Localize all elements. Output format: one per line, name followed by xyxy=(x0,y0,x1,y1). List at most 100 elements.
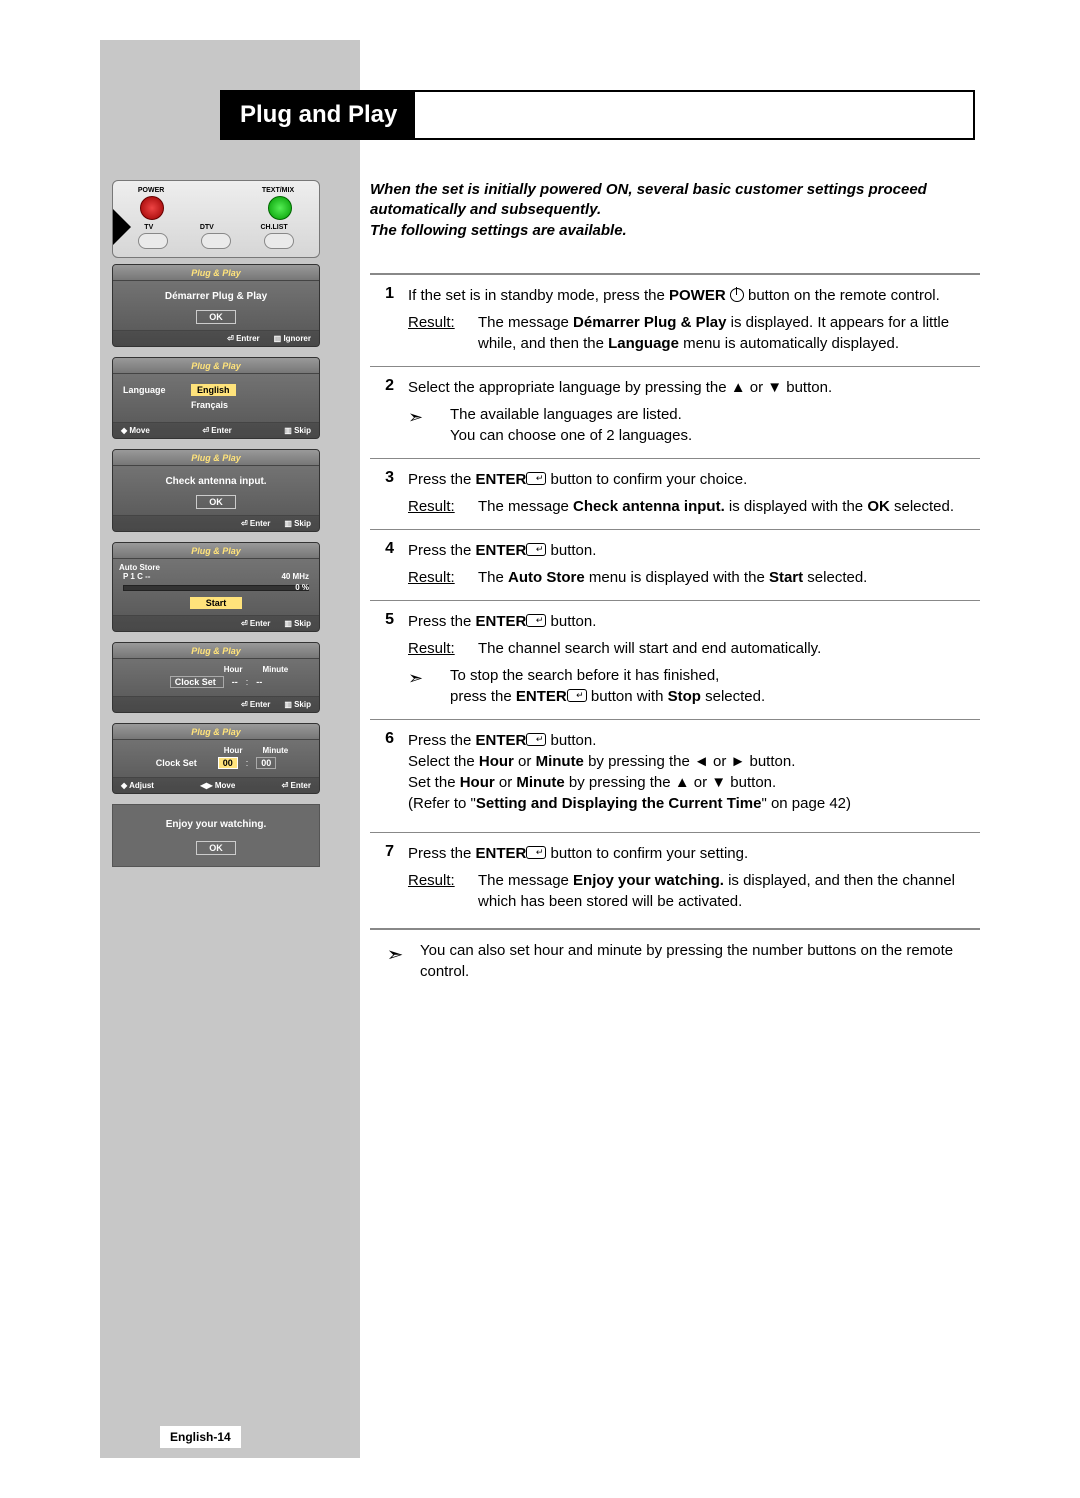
enter-icon xyxy=(526,614,546,627)
result-label: Result: xyxy=(408,870,478,912)
text: button. xyxy=(546,542,596,559)
intro-line-1: When the set is initially powered ON, se… xyxy=(370,181,927,218)
power-label: POWER xyxy=(138,187,164,194)
content-area: When the set is initially powered ON, se… xyxy=(370,180,980,982)
step-2: 2 Select the appropriate language by pre… xyxy=(370,366,980,458)
chlist-button[interactable] xyxy=(264,233,294,249)
text: by pressing the ◄ or ► button. xyxy=(584,753,795,770)
bold-text: Minute xyxy=(536,753,584,770)
colon: : xyxy=(246,677,249,687)
text: selected. xyxy=(890,498,954,515)
hour-value[interactable]: 00 xyxy=(218,757,238,769)
mhz: 40 MHz xyxy=(281,572,309,581)
page-number: English-14 xyxy=(160,1426,241,1448)
text: " on page 42) xyxy=(761,795,851,812)
power-button[interactable] xyxy=(140,196,164,220)
hint-adjust: ◆ Adjust xyxy=(121,781,154,790)
tv-button[interactable] xyxy=(138,233,168,249)
result-text: The message Démarrer Plug & Play is disp… xyxy=(478,312,980,354)
osd-body: Language English Français xyxy=(113,374,319,422)
start-button[interactable]: Start xyxy=(190,597,243,609)
note-arrow-icon: ➣ xyxy=(370,940,420,982)
result-label: Result: xyxy=(408,638,478,659)
footer-note: ➣ You can also set hour and minute by pr… xyxy=(370,928,980,982)
step-body: Press the ENTER button. Select the Hour … xyxy=(408,730,980,820)
intro-text: When the set is initially powered ON, se… xyxy=(370,180,980,241)
power-icon xyxy=(730,288,744,302)
power-word: POWER xyxy=(669,287,726,304)
hint-ignorer: ▥ Ignorer xyxy=(274,334,311,343)
text: Press the xyxy=(408,471,476,488)
textmix-button[interactable] xyxy=(268,196,292,220)
text: Press the xyxy=(408,542,476,559)
autostore-label: Auto Store xyxy=(119,563,313,572)
steps-list: 1 If the set is in standby mode, press t… xyxy=(370,273,980,924)
dtv-button[interactable] xyxy=(201,233,231,249)
text: The message xyxy=(478,872,573,889)
result-row: Result: The message Enjoy your watching.… xyxy=(408,870,980,912)
bold-text: Stop xyxy=(668,688,701,705)
text: Set the xyxy=(408,774,460,791)
step-body: Press the ENTER button to confirm your s… xyxy=(408,843,980,912)
result-row: Result: The message Check antenna input.… xyxy=(408,496,980,517)
text: Press the xyxy=(408,732,476,749)
clockset-label: Clock Set xyxy=(156,758,210,768)
text: button on the remote control. xyxy=(744,287,940,304)
step-number: 1 xyxy=(370,285,408,354)
step-body: Press the ENTER button to confirm your c… xyxy=(408,469,980,517)
language-francais[interactable]: Français xyxy=(191,400,228,410)
remote-btn-row-1 xyxy=(121,196,311,220)
osd-clockset-empty: Plug & Play Hour Minute Clock Set -- : -… xyxy=(112,642,320,713)
footer-note-text: You can also set hour and minute by pres… xyxy=(420,940,980,982)
osd-language: Plug & Play Language English Français ◆ … xyxy=(112,357,320,439)
result-label: Result: xyxy=(408,312,478,354)
step-body: Press the ENTER button. Result: The Auto… xyxy=(408,540,980,588)
step-body: If the set is in standby mode, press the… xyxy=(408,285,980,354)
minute-value[interactable]: 00 xyxy=(256,757,276,769)
text: Press the xyxy=(408,845,476,862)
minute-label: Minute xyxy=(262,746,288,755)
bold-text: Minute xyxy=(516,774,564,791)
osd-title: Plug & Play xyxy=(113,543,319,559)
enter-word: ENTER xyxy=(476,845,527,862)
remote-btn-row-2 xyxy=(121,233,311,249)
hint-skip: ▥ Skip xyxy=(284,619,311,628)
text: button to confirm your choice. xyxy=(546,471,747,488)
minute-label: Minute xyxy=(262,665,288,674)
result-text: The message Check antenna input. is disp… xyxy=(478,496,980,517)
text: button. xyxy=(546,613,596,630)
note-arrow-icon: ➣ xyxy=(408,404,450,430)
step-3: 3 Press the ENTER button to confirm your… xyxy=(370,458,980,529)
ok-button[interactable]: OK xyxy=(196,841,236,855)
progress-bar xyxy=(123,585,309,591)
ok-button[interactable]: OK xyxy=(196,495,236,509)
text: Select the xyxy=(408,753,479,770)
osd-footer: ⏎ Enter ▥ Skip xyxy=(113,515,319,531)
result-text: The message Enjoy your watching. is disp… xyxy=(478,870,980,912)
step-4: 4 Press the ENTER button. Result: The Au… xyxy=(370,529,980,600)
osd-footer: ⏎ Entrer ▥ Ignorer xyxy=(113,330,319,346)
bold-text: Start xyxy=(769,569,803,586)
text: If the set is in standby mode, press the xyxy=(408,287,669,304)
intro-line-2: The following settings are available. xyxy=(370,222,627,239)
osd-title: Plug & Play xyxy=(113,358,319,374)
text: button. xyxy=(546,732,596,749)
text: The message xyxy=(478,498,573,515)
enter-icon xyxy=(526,733,546,746)
colon: : xyxy=(246,758,249,768)
osd-title: Plug & Play xyxy=(113,643,319,659)
language-english[interactable]: English xyxy=(191,384,236,396)
hint-skip: ▥ Skip xyxy=(284,426,311,435)
hint-skip: ▥ Skip xyxy=(284,519,311,528)
text: by pressing the ▲ or ▼ button. xyxy=(565,774,776,791)
hint-enter: ⏎ Enter xyxy=(202,426,231,435)
ok-button[interactable]: OK xyxy=(196,310,236,324)
osd-footer: ⏎ Enter ▥ Skip xyxy=(113,615,319,631)
osd-body: Démarrer Plug & Play OK xyxy=(113,281,319,330)
hint-move: ◀▶ Move xyxy=(200,781,235,790)
text: or xyxy=(514,753,536,770)
page-title: Plug and Play xyxy=(222,92,415,138)
bold-text: Setting and Displaying the Current Time xyxy=(476,795,762,812)
result-text: The channel search will start and end au… xyxy=(478,638,980,659)
enter-word: ENTER xyxy=(476,542,527,559)
